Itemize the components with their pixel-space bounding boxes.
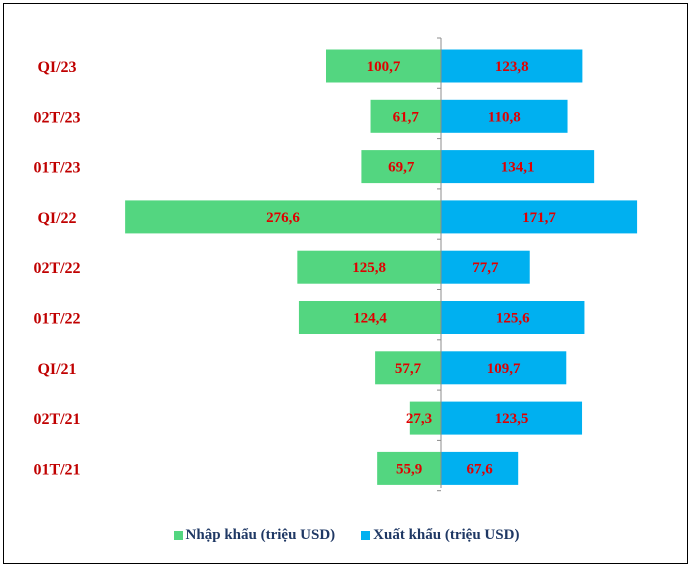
import-bar [297, 250, 441, 284]
export-bar [441, 150, 595, 184]
category-label: 02T/23 [33, 109, 80, 126]
export-value-label: 123,5 [495, 411, 529, 427]
export-bar [441, 99, 568, 133]
export-bar [441, 401, 583, 435]
import-bar [409, 401, 441, 435]
category-label: 02T/22 [33, 260, 80, 277]
chart-legend: Nhập khẩu (triệu USD) Xuất khẩu (triệu U… [0, 527, 693, 544]
export-value-label: 77,7 [472, 260, 499, 276]
category-label: 01T/21 [33, 461, 80, 478]
legend-label-import: Nhập khẩu (triệu USD) [185, 527, 336, 543]
legend-swatch-import [173, 531, 183, 540]
import-bar [361, 150, 441, 184]
export-value-label: 123,8 [495, 59, 529, 75]
legend-swatch-export [361, 531, 371, 540]
export-value-label: 109,7 [487, 361, 521, 377]
category-label: 01T/23 [33, 160, 80, 177]
export-bar [441, 301, 585, 334]
import-value-label: 61,7 [393, 109, 420, 125]
export-value-label: 110,8 [488, 109, 521, 125]
export-value-label: 171,7 [522, 210, 556, 226]
import-bar [370, 99, 441, 133]
category-label: 01T/22 [33, 311, 80, 328]
import-value-label: 125,8 [352, 260, 386, 276]
category-label: QI/21 [37, 361, 76, 378]
export-bar [441, 351, 567, 385]
export-bar [441, 200, 638, 234]
category-label: 02T/21 [33, 411, 80, 428]
export-value-label: 125,6 [496, 311, 530, 327]
import-value-label: 55,9 [396, 461, 422, 477]
import-value-label: 69,7 [388, 160, 415, 176]
legend-item-export: Xuất khẩu (triệu USD) [361, 527, 519, 544]
legend-item-import: Nhập khẩu (triệu USD) [173, 527, 336, 544]
export-bar [441, 49, 583, 83]
export-value-label: 67,6 [466, 461, 493, 477]
import-value-label: 276,6 [266, 210, 300, 226]
import-bar [377, 451, 441, 485]
export-value-label: 134,1 [501, 160, 535, 176]
export-bar [441, 451, 519, 485]
import-bar [375, 351, 441, 385]
import-value-label: 100,7 [367, 59, 401, 75]
import-value-label: 124,4 [353, 311, 387, 327]
import-bar [326, 49, 441, 83]
import-value-label: 27,3 [406, 411, 432, 427]
import-value-label: 57,7 [395, 361, 422, 377]
category-label: QI/22 [37, 210, 76, 227]
import-bar [298, 301, 441, 334]
export-bar [441, 250, 530, 284]
category-label: QI/23 [37, 59, 76, 76]
legend-label-export: Xuất khẩu (triệu USD) [373, 527, 520, 543]
import-bar [125, 200, 441, 234]
